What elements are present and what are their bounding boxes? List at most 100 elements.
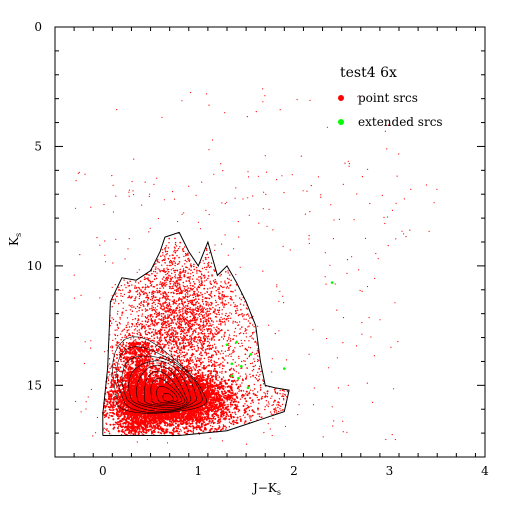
point-src-marker (205, 300, 207, 303)
point-src-marker (235, 400, 237, 403)
point-src-marker (149, 282, 151, 285)
point-src-marker (242, 315, 244, 318)
point-src-marker (172, 335, 175, 338)
point-src-marker (207, 333, 209, 335)
point-src-marker (264, 408, 266, 411)
point-src-marker (164, 424, 167, 427)
point-src-marker (141, 313, 144, 315)
point-src-marker (151, 309, 153, 312)
point-src-marker (175, 342, 177, 344)
point-src-marker (212, 346, 214, 349)
point-src-marker (252, 195, 254, 197)
point-src-marker (207, 335, 210, 338)
point-src-marker (83, 362, 85, 365)
point-src-marker (208, 293, 210, 296)
point-src-marker (159, 281, 162, 283)
point-src-marker (197, 291, 199, 293)
point-src-marker (205, 209, 207, 211)
point-src-marker (278, 398, 281, 400)
point-src-marker (179, 268, 181, 271)
point-src-marker (159, 287, 161, 290)
point-src-marker (297, 414, 299, 416)
point-src-marker (252, 338, 255, 340)
point-src-marker (221, 309, 223, 311)
point-src-marker (132, 334, 134, 337)
point-src-marker (116, 109, 118, 111)
point-src-marker (190, 342, 192, 345)
point-src-marker (239, 375, 241, 377)
point-src-marker (153, 301, 155, 304)
point-src-marker (367, 168, 369, 170)
point-src-marker (180, 362, 182, 364)
point-src-marker (155, 277, 158, 280)
point-src-marker (202, 303, 205, 305)
point-src-marker (163, 307, 166, 310)
point-src-marker (258, 222, 260, 224)
point-src-marker (193, 292, 195, 295)
point-src-marker (347, 160, 349, 162)
point-src-marker (175, 300, 178, 303)
point-src-marker (149, 328, 152, 330)
point-src-marker (199, 284, 202, 287)
point-src-marker (322, 436, 324, 438)
point-src-marker (154, 307, 157, 309)
point-src-marker (191, 348, 193, 351)
point-src-marker (226, 340, 229, 342)
point-src-marker (279, 389, 281, 392)
point-src-marker (156, 298, 158, 301)
point-src-marker (197, 339, 199, 341)
point-src-marker (140, 304, 142, 307)
point-src-marker (160, 334, 162, 336)
point-src-marker (234, 347, 236, 349)
point-src-marker (111, 365, 113, 367)
point-src-marker (178, 263, 180, 265)
point-src-marker (113, 302, 115, 304)
point-src-marker (227, 349, 229, 352)
point-src-marker (104, 351, 106, 353)
point-src-marker (361, 322, 363, 324)
point-src-marker (267, 423, 269, 425)
point-src-marker (213, 415, 215, 418)
point-src-marker (212, 324, 214, 326)
point-src-marker (244, 364, 247, 366)
point-src-marker (233, 248, 235, 250)
point-src-marker (90, 388, 92, 390)
point-src-marker (133, 299, 135, 302)
point-src-marker (224, 331, 226, 334)
point-src-marker (220, 163, 222, 165)
point-src-marker (207, 357, 209, 359)
point-src-marker (92, 435, 94, 437)
point-src-marker (281, 389, 284, 392)
point-src-marker (157, 302, 160, 305)
point-src-marker (212, 417, 214, 420)
point-src-marker (262, 383, 265, 385)
point-src-marker (206, 266, 208, 269)
point-src-marker (159, 297, 161, 300)
point-src-marker (178, 431, 181, 433)
point-src-marker (216, 326, 218, 328)
point-src-marker (124, 334, 126, 336)
point-src-marker (199, 309, 202, 311)
point-src-marker (185, 280, 188, 282)
point-src-marker (274, 390, 276, 392)
point-src-marker (171, 367, 173, 370)
point-src-marker (236, 416, 239, 419)
point-src-marker (230, 313, 233, 315)
point-src-marker (183, 351, 186, 354)
point-src-marker (152, 306, 155, 309)
point-src-marker (271, 395, 273, 397)
point-src-marker (231, 299, 233, 301)
point-src-marker (327, 367, 330, 369)
point-src-marker (308, 242, 310, 245)
point-src-marker (361, 290, 363, 292)
point-src-marker (221, 301, 223, 303)
point-src-marker (194, 330, 197, 332)
point-src-marker (180, 333, 183, 335)
point-src-marker (156, 322, 158, 325)
point-src-marker (208, 356, 210, 358)
point-src-marker (114, 284, 116, 286)
point-src-marker (147, 274, 150, 276)
point-src-marker (206, 336, 208, 338)
point-src-marker (215, 280, 217, 283)
point-src-marker (227, 272, 229, 274)
